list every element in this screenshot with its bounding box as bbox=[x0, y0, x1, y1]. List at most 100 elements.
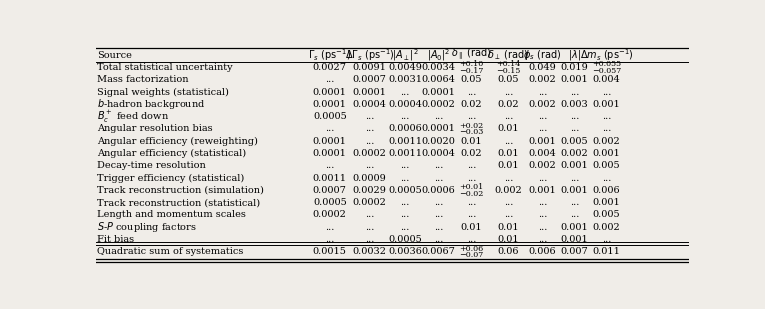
Text: ...: ... bbox=[365, 161, 374, 170]
Text: ...: ... bbox=[325, 75, 334, 84]
Text: +0.10: +0.10 bbox=[460, 60, 483, 68]
Text: 0.01: 0.01 bbox=[497, 161, 519, 170]
Text: $\Delta m_s\ (\mathrm{ps}^{-1})$: $\Delta m_s\ (\mathrm{ps}^{-1})$ bbox=[580, 47, 633, 63]
Text: 0.0011: 0.0011 bbox=[313, 174, 347, 183]
Text: Source: Source bbox=[97, 51, 132, 60]
Text: 0.01: 0.01 bbox=[497, 223, 519, 232]
Text: 0.001: 0.001 bbox=[593, 149, 620, 158]
Text: 0.006: 0.006 bbox=[529, 247, 556, 256]
Text: 0.0001: 0.0001 bbox=[313, 137, 347, 146]
Text: ...: ... bbox=[538, 235, 547, 244]
Text: $|\lambda|$: $|\lambda|$ bbox=[568, 48, 581, 62]
Text: $|A_\perp|^2$: $|A_\perp|^2$ bbox=[392, 47, 418, 63]
Text: ...: ... bbox=[467, 87, 476, 96]
Text: ...: ... bbox=[400, 198, 410, 207]
Text: ...: ... bbox=[538, 87, 547, 96]
Text: 0.0036: 0.0036 bbox=[388, 247, 422, 256]
Text: 0.001: 0.001 bbox=[593, 100, 620, 109]
Text: +0.14: +0.14 bbox=[496, 60, 520, 68]
Text: ...: ... bbox=[570, 210, 579, 219]
Text: 0.01: 0.01 bbox=[497, 149, 519, 158]
Text: ...: ... bbox=[602, 174, 611, 183]
Text: 0.002: 0.002 bbox=[529, 100, 556, 109]
Text: 0.002: 0.002 bbox=[529, 161, 556, 170]
Text: 0.0011: 0.0011 bbox=[388, 137, 422, 146]
Text: ...: ... bbox=[365, 125, 374, 133]
Text: ...: ... bbox=[467, 174, 476, 183]
Text: ...: ... bbox=[365, 235, 374, 244]
Text: $B_c^+$ feed down: $B_c^+$ feed down bbox=[97, 108, 169, 125]
Text: ...: ... bbox=[503, 87, 513, 96]
Text: 0.0007: 0.0007 bbox=[313, 186, 347, 195]
Text: 0.0032: 0.0032 bbox=[353, 247, 386, 256]
Text: 0.007: 0.007 bbox=[561, 247, 588, 256]
Text: $b$-hadron background: $b$-hadron background bbox=[97, 97, 205, 111]
Text: ...: ... bbox=[602, 125, 611, 133]
Text: Signal weights (statistical): Signal weights (statistical) bbox=[97, 87, 229, 97]
Text: 0.0049: 0.0049 bbox=[388, 63, 422, 72]
Text: Track reconstruction (simulation): Track reconstruction (simulation) bbox=[97, 186, 264, 195]
Text: ...: ... bbox=[467, 210, 476, 219]
Text: ...: ... bbox=[570, 87, 579, 96]
Text: ...: ... bbox=[538, 174, 547, 183]
Text: −0.02: −0.02 bbox=[459, 189, 483, 197]
Text: 0.01: 0.01 bbox=[497, 235, 519, 244]
Text: 0.0067: 0.0067 bbox=[422, 247, 455, 256]
Text: 0.0001: 0.0001 bbox=[313, 100, 347, 109]
Text: 0.011: 0.011 bbox=[593, 247, 620, 256]
Text: ...: ... bbox=[503, 198, 513, 207]
Text: 0.02: 0.02 bbox=[497, 100, 519, 109]
Text: 0.0031: 0.0031 bbox=[388, 75, 422, 84]
Text: 0.001: 0.001 bbox=[561, 161, 588, 170]
Text: 0.0002: 0.0002 bbox=[353, 149, 386, 158]
Text: $\Delta\Gamma_s\ (\mathrm{ps}^{-1})$: $\Delta\Gamma_s\ (\mathrm{ps}^{-1})$ bbox=[345, 47, 395, 63]
Text: 0.005: 0.005 bbox=[593, 210, 620, 219]
Text: ...: ... bbox=[434, 198, 443, 207]
Text: 0.005: 0.005 bbox=[561, 137, 588, 146]
Text: $|A_0|^2$: $|A_0|^2$ bbox=[427, 47, 450, 63]
Text: 0.0001: 0.0001 bbox=[422, 87, 455, 96]
Text: 0.002: 0.002 bbox=[593, 137, 620, 146]
Text: ...: ... bbox=[434, 235, 443, 244]
Text: ...: ... bbox=[365, 223, 374, 232]
Text: ...: ... bbox=[503, 210, 513, 219]
Text: 0.002: 0.002 bbox=[529, 75, 556, 84]
Text: $\phi_s\ (\mathrm{rad})$: $\phi_s\ (\mathrm{rad})$ bbox=[523, 48, 562, 62]
Text: 0.01: 0.01 bbox=[461, 223, 482, 232]
Text: ...: ... bbox=[503, 174, 513, 183]
Text: 0.005: 0.005 bbox=[593, 161, 620, 170]
Text: ...: ... bbox=[325, 235, 334, 244]
Text: 0.019: 0.019 bbox=[561, 63, 588, 72]
Text: ...: ... bbox=[365, 137, 374, 146]
Text: 0.002: 0.002 bbox=[593, 223, 620, 232]
Text: +0.055: +0.055 bbox=[592, 60, 621, 68]
Text: ...: ... bbox=[503, 112, 513, 121]
Text: ...: ... bbox=[434, 223, 443, 232]
Text: 0.0004: 0.0004 bbox=[422, 149, 455, 158]
Text: 0.003: 0.003 bbox=[561, 100, 588, 109]
Text: 0.02: 0.02 bbox=[461, 149, 482, 158]
Text: 0.001: 0.001 bbox=[593, 198, 620, 207]
Text: 0.0002: 0.0002 bbox=[313, 210, 347, 219]
Text: 0.05: 0.05 bbox=[461, 75, 482, 84]
Text: 0.0027: 0.0027 bbox=[313, 63, 347, 72]
Text: 0.0020: 0.0020 bbox=[422, 137, 455, 146]
Text: ...: ... bbox=[400, 112, 410, 121]
Text: 0.0015: 0.0015 bbox=[313, 247, 347, 256]
Text: ...: ... bbox=[400, 174, 410, 183]
Text: 0.0009: 0.0009 bbox=[353, 174, 386, 183]
Text: −0.057: −0.057 bbox=[592, 67, 621, 75]
Text: 0.001: 0.001 bbox=[561, 186, 588, 195]
Text: 0.0004: 0.0004 bbox=[388, 100, 422, 109]
Text: 0.006: 0.006 bbox=[593, 186, 620, 195]
Text: ...: ... bbox=[325, 223, 334, 232]
Text: ...: ... bbox=[467, 235, 476, 244]
Text: 0.0001: 0.0001 bbox=[353, 87, 386, 96]
Text: 0.002: 0.002 bbox=[561, 149, 588, 158]
Text: ...: ... bbox=[467, 198, 476, 207]
Text: ...: ... bbox=[325, 125, 334, 133]
Text: 0.004: 0.004 bbox=[529, 149, 556, 158]
Text: +0.02: +0.02 bbox=[460, 122, 483, 130]
Text: ...: ... bbox=[400, 223, 410, 232]
Text: Angular resolution bias: Angular resolution bias bbox=[97, 125, 213, 133]
